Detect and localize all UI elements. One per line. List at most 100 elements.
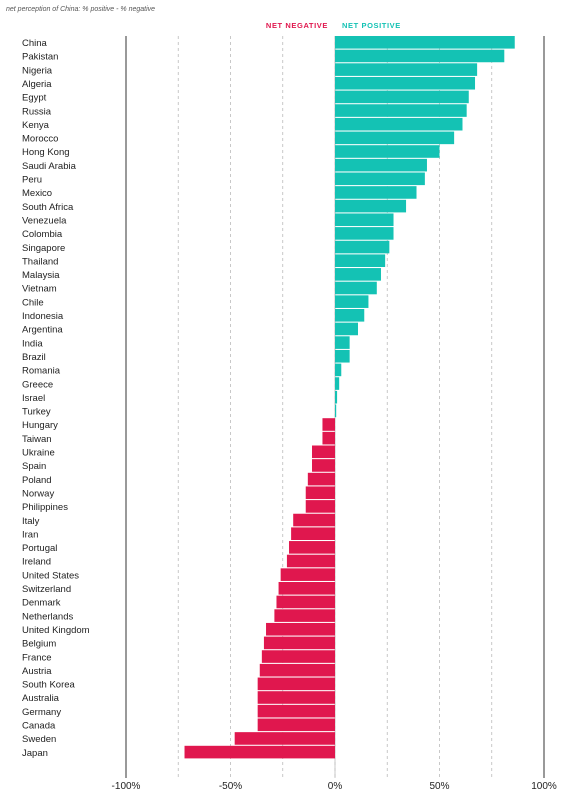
bar [280,568,335,581]
bar [335,322,358,336]
country-label: India [22,338,43,349]
bar [335,131,455,145]
country-labels: China Pakistan Nigeria Algeria Egypt Russia Ke… [22,38,90,759]
country-label: Denmark [22,598,61,609]
country-label: Algeria [22,79,52,90]
bar [289,541,335,554]
bar [335,76,476,90]
bar [278,582,335,595]
bar [335,199,407,213]
bar [274,609,335,622]
bar [305,500,335,513]
bar [335,390,338,404]
bar [335,158,427,172]
country-label: Norway [22,488,54,499]
country-label: Hong Kong [22,147,70,158]
country-label: Ireland [22,557,51,568]
x-axis: -100% -50% 0% 50% 100% [112,781,557,792]
country-label: Germany [22,707,61,718]
country-label: Sweden [22,734,56,745]
bar [335,349,350,363]
bar [291,527,335,540]
country-label: Saudi Arabia [22,161,77,172]
bar [335,145,440,158]
country-label: Switzerland [22,584,71,595]
country-label: Kenya [22,120,50,131]
country-label: Morocco [22,134,58,145]
bar [286,554,335,568]
country-label: China [22,38,48,49]
bar [335,268,381,281]
country-label: Israel [22,393,45,404]
bar [335,336,350,349]
bar [257,718,335,732]
bar [259,663,335,677]
country-label: Hungary [22,420,58,431]
bar [184,745,335,759]
bar [335,63,478,76]
x-tick-label: -100% [112,781,141,792]
country-label: Austria [22,666,52,677]
country-label: Ukraine [22,448,55,459]
bar [335,172,425,186]
legend-net-negative: NET NEGATIVE [266,21,328,30]
country-label: South Africa [22,202,74,213]
bar [335,281,377,295]
bar [335,49,505,63]
bar [335,363,342,377]
country-label: Peru [22,175,42,186]
bar [335,240,390,254]
country-label: Indonesia [22,311,64,322]
bar [335,117,463,131]
country-label: Pakistan [22,52,58,63]
bar [257,677,335,691]
chart-subtitle: net perception of China: % positive - % … [6,6,155,13]
country-label: United States [22,570,79,581]
country-label: South Korea [22,680,76,691]
country-label: Spain [22,461,46,472]
bar [261,650,335,663]
x-tick-label: 0% [328,781,343,792]
country-label: Italy [22,516,40,527]
country-label: Canada [22,721,56,732]
bar [335,104,467,117]
country-label: Brazil [22,352,46,363]
country-label: Venezuela [22,215,67,226]
bar [312,445,335,459]
country-label: Philippines [22,502,68,513]
bar [335,90,469,104]
bar [335,377,340,390]
bar [312,459,335,472]
x-tick-label: 50% [429,781,449,792]
country-label: Mexico [22,188,52,199]
bar [305,486,335,500]
country-label: France [22,652,52,663]
country-label: Romania [22,366,61,377]
country-label: Australia [22,693,60,704]
bar [335,186,417,199]
x-tick-label: 100% [531,781,557,792]
bar [335,404,337,418]
bar [335,213,394,227]
country-label: Argentina [22,325,63,336]
country-label: Portugal [22,543,57,554]
country-label: Netherlands [22,611,73,622]
legend-net-positive: NET POSITIVE [342,21,401,30]
country-label: Russia [22,106,52,117]
country-label: Poland [22,475,52,486]
bar [322,431,335,445]
bar [335,227,394,240]
country-label: Chile [22,297,44,308]
x-tick-label: -50% [219,781,242,792]
bars [184,36,515,759]
bar [234,732,335,745]
bar [263,636,335,650]
country-label: Greece [22,379,53,390]
bar [335,295,369,308]
bar [307,472,335,486]
country-label: Thailand [22,256,58,267]
bar [276,595,335,609]
country-label: United Kingdom [22,625,90,636]
